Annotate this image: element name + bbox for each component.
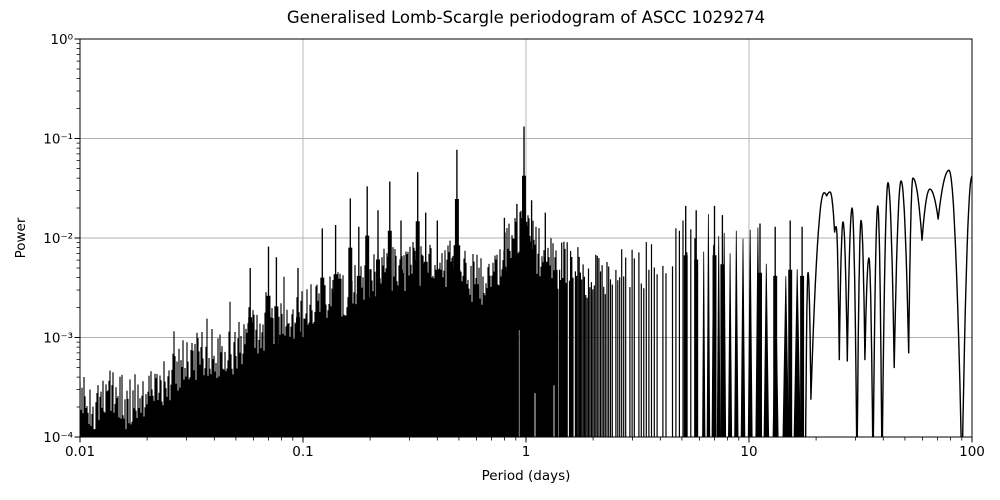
chart-title: Generalised Lomb-Scargle periodogram of … xyxy=(286,8,766,27)
y-tick-label-10⁻²: 10⁻² xyxy=(43,231,73,247)
y-tick-label-10⁻⁴: 10⁻⁴ xyxy=(43,430,73,446)
major-ticks xyxy=(74,38,973,443)
major-peaks-path xyxy=(248,126,805,437)
lobe-spikes-path xyxy=(559,220,696,437)
x-tick-label-0.01: 0.01 xyxy=(65,444,95,460)
resolved-curve-path xyxy=(804,169,972,437)
lobe-triangles-path xyxy=(702,214,801,437)
y-tick-label-10⁻¹: 10⁻¹ xyxy=(43,131,73,147)
x-tick-label-1: 1 xyxy=(522,444,531,460)
x-tick-label-100: 100 xyxy=(959,444,985,460)
x-tick-label-0.1: 0.1 xyxy=(292,444,313,460)
x-axis-label: Period (days) xyxy=(481,468,571,484)
x-tick-label-10: 10 xyxy=(740,444,757,460)
y-axis-label: Power xyxy=(13,217,29,259)
y-tick-label-10⁻³: 10⁻³ xyxy=(43,330,73,346)
minor-ticks xyxy=(76,43,963,441)
dense-spectrum-path xyxy=(80,210,559,437)
y-tick-label-10⁰: 10⁰ xyxy=(50,32,73,48)
axes-frame xyxy=(79,38,973,438)
periodogram-series xyxy=(80,126,972,437)
